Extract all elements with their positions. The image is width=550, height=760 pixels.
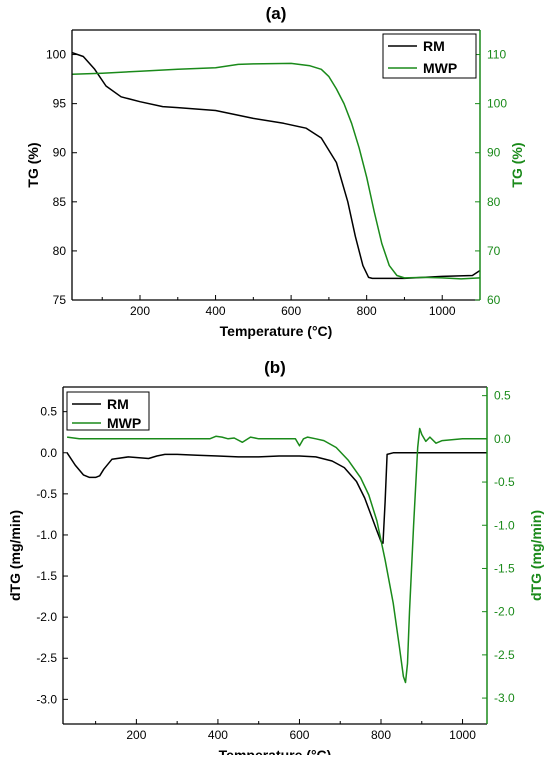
- y-tick-label: 90: [53, 146, 67, 160]
- y-tick-label: -2.5: [36, 651, 57, 665]
- y-tick-label: 85: [53, 195, 67, 209]
- y2-tick-label: -2.0: [494, 605, 515, 619]
- series-line-mwp: [66, 427, 487, 684]
- y-axis-title: TG (%): [25, 142, 41, 187]
- y-tick-label: -1.5: [36, 569, 57, 583]
- y2-tick-label: 110: [487, 48, 506, 62]
- y-tick-label: 100: [46, 48, 66, 62]
- x-tick-label: 1000: [429, 304, 456, 318]
- y2-tick-label: -0.5: [494, 475, 515, 489]
- y-axis-title: dTG (mg/min): [7, 510, 23, 601]
- legend-label-mwp: MWP: [107, 415, 141, 431]
- y2-axis-title: TG (%): [509, 142, 525, 187]
- y2-tick-label: 60: [487, 293, 501, 307]
- legend-label-mwp: MWP: [423, 60, 457, 76]
- y-tick-label: -2.0: [36, 610, 57, 624]
- y2-tick-label: 100: [487, 97, 507, 111]
- series-line-mwp: [72, 62, 480, 280]
- y-tick-label: -0.5: [36, 487, 57, 501]
- y-tick-label: 80: [53, 244, 67, 258]
- y-tick-label: 95: [53, 97, 67, 111]
- y2-tick-label: 70: [487, 244, 501, 258]
- y2-tick-label: -2.5: [494, 648, 515, 662]
- y2-tick-label: -1.0: [494, 518, 515, 532]
- panel-label: (b): [264, 358, 286, 377]
- y2-tick-label: 90: [487, 146, 501, 160]
- y2-tick-label: 0.0: [494, 432, 511, 446]
- legend-label-rm: RM: [423, 38, 445, 54]
- chart-panel-1: (b) 200 400 600 800 1000 0.5 0.0 -0.5 -1.0 -1.5 -2.…: [7, 358, 544, 760]
- y2-tick-label: -3.0: [494, 691, 515, 705]
- legend-label-rm: RM: [107, 396, 129, 412]
- x-tick-label: 400: [206, 304, 226, 318]
- y2-tick-label: 80: [487, 195, 501, 209]
- y-tick-label: 0.0: [40, 446, 57, 460]
- x-tick-label: 600: [289, 728, 309, 742]
- y-tick-label: -1.0: [36, 528, 57, 542]
- series-line-rm: [72, 51, 480, 280]
- x-tick-label: 1000: [449, 728, 476, 742]
- y2-tick-label: -1.5: [494, 561, 515, 575]
- x-tick-label: 800: [371, 728, 391, 742]
- series-line-rm: [66, 452, 487, 544]
- x-tick-label: 800: [357, 304, 377, 318]
- x-tick-label: 400: [208, 728, 228, 742]
- legend-box: [382, 33, 477, 79]
- x-tick-label: 200: [126, 728, 146, 742]
- y-tick-label: -3.0: [36, 692, 57, 706]
- chart-panel-0: (a) 200 400 600 800 1000 75 80 85 90 95 100 60 70 80 90…: [25, 4, 525, 339]
- x-axis-title: Temperature (°C): [219, 747, 332, 755]
- x-axis-title: Temperature (°C): [220, 323, 333, 339]
- x-tick-label: 600: [281, 304, 301, 318]
- x-tick-label: 200: [130, 304, 150, 318]
- y2-tick-label: 0.5: [494, 389, 511, 403]
- y2-axis-title: dTG (mg/min): [528, 510, 544, 601]
- panel-label: (a): [266, 4, 287, 23]
- y-tick-label: 75: [53, 293, 67, 307]
- y-tick-label: 0.5: [40, 405, 57, 419]
